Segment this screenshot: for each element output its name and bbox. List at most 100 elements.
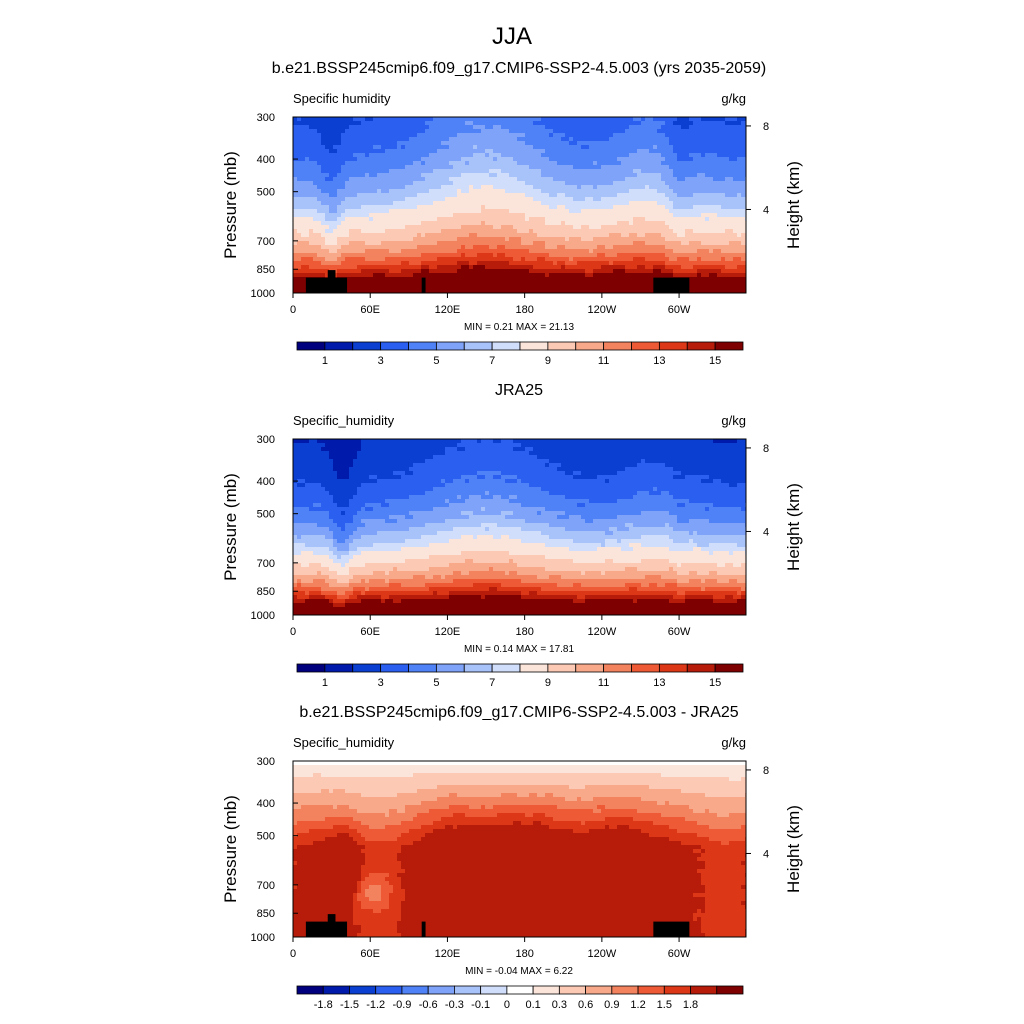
colorbar-box <box>631 663 660 673</box>
y-tick-label: 850 <box>257 586 275 598</box>
y-axis-title: Pressure (mb) <box>221 473 240 581</box>
height-tick-label: 4 <box>763 526 769 538</box>
min-max-stats: MIN = 0.21 MAX = 21.13 <box>464 322 574 333</box>
panel-variable-label: Specific_humidity <box>293 413 395 428</box>
colorbar-label: -1.2 <box>366 999 385 1011</box>
colorbar-box <box>637 985 665 995</box>
topography-mask <box>305 914 690 937</box>
x-tick-label: 180 <box>515 948 533 960</box>
colorbar-label: 1.5 <box>657 999 672 1011</box>
colorbar-box <box>324 341 354 351</box>
panels-container: b.e21.BSSP245cmip6.f09_g17.CMIP6-SSP2-4.… <box>221 60 803 1011</box>
colorbar-label: -1.5 <box>340 999 359 1011</box>
colorbar-box <box>519 663 549 673</box>
y-tick-label: 1000 <box>251 288 275 300</box>
colorbar-box <box>375 985 403 995</box>
colorbar-box <box>491 663 521 673</box>
min-max-stats: MIN = 0.14 MAX = 17.81 <box>464 644 574 655</box>
colorbar-box <box>663 985 691 995</box>
colorbar-label: 0.3 <box>552 999 567 1011</box>
colorbar-box <box>352 663 382 673</box>
x-tick-label: 0 <box>290 626 296 638</box>
colorbar-label: -0.3 <box>445 999 464 1011</box>
x-tick-label: 60E <box>360 948 380 960</box>
colorbar-box <box>454 985 482 995</box>
colorbar: 1 3 5 7 9 11 13 15 <box>296 341 744 367</box>
colorbar-box <box>603 341 632 351</box>
chart-panel-3: b.e21.BSSP245cmip6.f09_g17.CMIP6-SSP2-4.… <box>221 704 803 1011</box>
colorbar-box <box>408 663 437 673</box>
height-tick-label: 8 <box>763 765 769 777</box>
y-tick-label: 400 <box>257 154 275 166</box>
x-tick-label: 60W <box>668 626 691 638</box>
x-tick-label: 60W <box>668 304 691 316</box>
colorbar-label: 15 <box>709 677 721 689</box>
x-tick-label: 120E <box>435 304 461 316</box>
colorbar-label: 11 <box>598 355 609 367</box>
height-tick-label: 4 <box>763 204 769 216</box>
y-axis-title: Pressure (mb) <box>221 795 240 903</box>
colorbar-label: -0.9 <box>392 999 411 1011</box>
colorbar-label: 5 <box>433 355 439 367</box>
y-axis-title-right: Height (km) <box>784 161 803 249</box>
panel-units-label: g/kg <box>721 413 746 428</box>
figure-title: JJA <box>492 23 532 50</box>
colorbar-label: 13 <box>653 677 665 689</box>
topography-mask <box>305 270 690 293</box>
colorbar-box <box>603 663 632 673</box>
colorbar-box <box>575 663 605 673</box>
colorbar-box <box>575 341 605 351</box>
colorbar-label: 11 <box>598 677 609 689</box>
y-tick-label: 1000 <box>251 610 275 622</box>
y-tick-label: 700 <box>257 880 275 892</box>
colorbar-label: 3 <box>378 677 384 689</box>
colorbar-box <box>324 663 354 673</box>
y-tick-label: 500 <box>257 187 275 199</box>
x-tick-label: 120E <box>435 626 461 638</box>
x-tick-label: 120E <box>435 948 461 960</box>
colorbar-box <box>296 985 324 995</box>
colorbar-label: 1 <box>322 355 328 367</box>
y-tick-label: 700 <box>257 558 275 570</box>
colorbar-label: -1.8 <box>314 999 333 1011</box>
y-tick-label: 400 <box>257 476 275 488</box>
height-tick-label: 4 <box>763 848 769 860</box>
x-tick-label: 120W <box>587 948 616 960</box>
height-tick-label: 8 <box>763 443 769 455</box>
colorbar-box <box>585 985 613 995</box>
colorbar-box <box>463 663 493 673</box>
colorbar-label: 9 <box>545 677 551 689</box>
chart-panel-1: b.e21.BSSP245cmip6.f09_g17.CMIP6-SSP2-4.… <box>221 60 803 367</box>
colorbar-box <box>463 341 493 351</box>
panel-title: b.e21.BSSP245cmip6.f09_g17.CMIP6-SSP2-4.… <box>299 704 738 721</box>
colorbar-box <box>352 341 382 351</box>
colorbar-label: 5 <box>433 677 439 689</box>
colorbar-box <box>296 341 326 351</box>
colorbar-box <box>408 341 437 351</box>
colorbar-label: 15 <box>709 355 721 367</box>
x-tick-label: 180 <box>515 304 533 316</box>
colorbar-label: 13 <box>653 355 665 367</box>
colorbar-label: 1 <box>322 677 328 689</box>
colorbar-label: 0.9 <box>604 999 619 1011</box>
x-tick-label: 60E <box>360 626 380 638</box>
y-tick-label: 300 <box>257 434 275 446</box>
colorbar-label: 1.2 <box>630 999 645 1011</box>
colorbar-label: 0 <box>504 999 510 1011</box>
y-tick-label: 1000 <box>251 932 275 944</box>
colorbar-label: 1.8 <box>683 999 698 1011</box>
y-tick-label: 300 <box>257 112 275 124</box>
heatmap-field <box>293 761 747 938</box>
panel-variable-label: Specific humidity <box>293 91 391 106</box>
colorbar-box <box>686 663 716 673</box>
colorbar-box <box>519 341 549 351</box>
colorbar-box <box>401 985 429 995</box>
colorbar-box <box>547 663 577 673</box>
colorbar-box <box>435 341 465 351</box>
colorbar-box <box>349 985 377 995</box>
colorbar-label: -0.1 <box>471 999 490 1011</box>
panel-title: b.e21.BSSP245cmip6.f09_g17.CMIP6-SSP2-4.… <box>272 60 767 77</box>
plot-frame <box>292 438 747 616</box>
